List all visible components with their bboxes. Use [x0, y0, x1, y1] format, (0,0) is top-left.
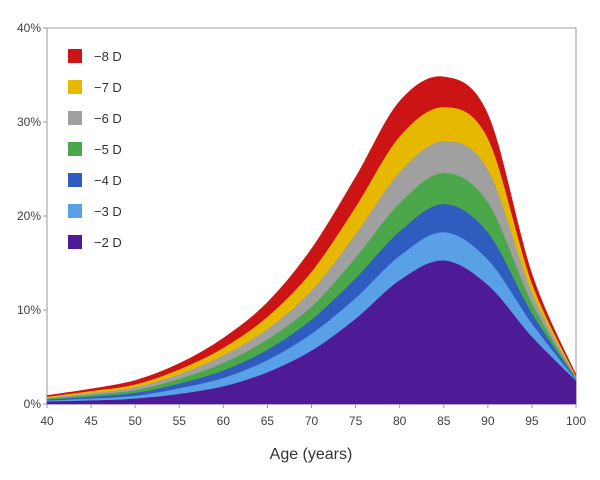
- x-axis-title: Age (years): [270, 446, 353, 463]
- x-tick-label: 60: [217, 414, 231, 428]
- x-tick-label: 55: [173, 414, 187, 428]
- legend-swatch: [68, 49, 82, 63]
- x-tick-label: 75: [349, 414, 363, 428]
- y-tick-label: 30%: [17, 115, 41, 129]
- x-tick-label: 50: [128, 414, 142, 428]
- x-axis: 40 45 50 55 60 65 70 75 80 85 90 95 100: [40, 404, 586, 428]
- x-tick-label: 85: [437, 414, 451, 428]
- x-tick-label: 45: [84, 414, 98, 428]
- area-series-group: [46, 76, 577, 405]
- y-tick-label: 40%: [17, 21, 41, 35]
- legend-label: −7 D: [94, 80, 122, 95]
- legend-label: −3 D: [94, 204, 122, 219]
- legend-swatch: [68, 111, 82, 125]
- legend-label: −6 D: [94, 111, 122, 126]
- legend-swatch: [68, 173, 82, 187]
- legend-label: −8 D: [94, 49, 122, 64]
- legend-label: −4 D: [94, 173, 122, 188]
- legend-swatch: [68, 142, 82, 156]
- legend-swatch: [68, 80, 82, 94]
- x-tick-label: 40: [40, 414, 54, 428]
- y-tick-label: 10%: [17, 303, 41, 317]
- x-tick-label: 70: [305, 414, 319, 428]
- legend-label: −5 D: [94, 142, 122, 157]
- y-tick-label: 20%: [17, 209, 41, 223]
- legend-label: −2 D: [94, 235, 122, 250]
- area-series-8d: [46, 76, 577, 397]
- x-tick-label: 100: [566, 414, 586, 428]
- legend-swatch: [68, 235, 82, 249]
- x-tick-label: 80: [393, 414, 407, 428]
- y-axis: 0% 10% 20% 30% 40%: [17, 21, 47, 411]
- x-tick-label: 95: [525, 414, 539, 428]
- x-tick-label: 90: [481, 414, 495, 428]
- legend-swatch: [68, 204, 82, 218]
- x-tick-label: 65: [261, 414, 275, 428]
- legend: −8 D −7 D −6 D −5 D −4 D −3 D −2 D: [68, 49, 122, 250]
- y-tick-label: 0%: [24, 397, 42, 411]
